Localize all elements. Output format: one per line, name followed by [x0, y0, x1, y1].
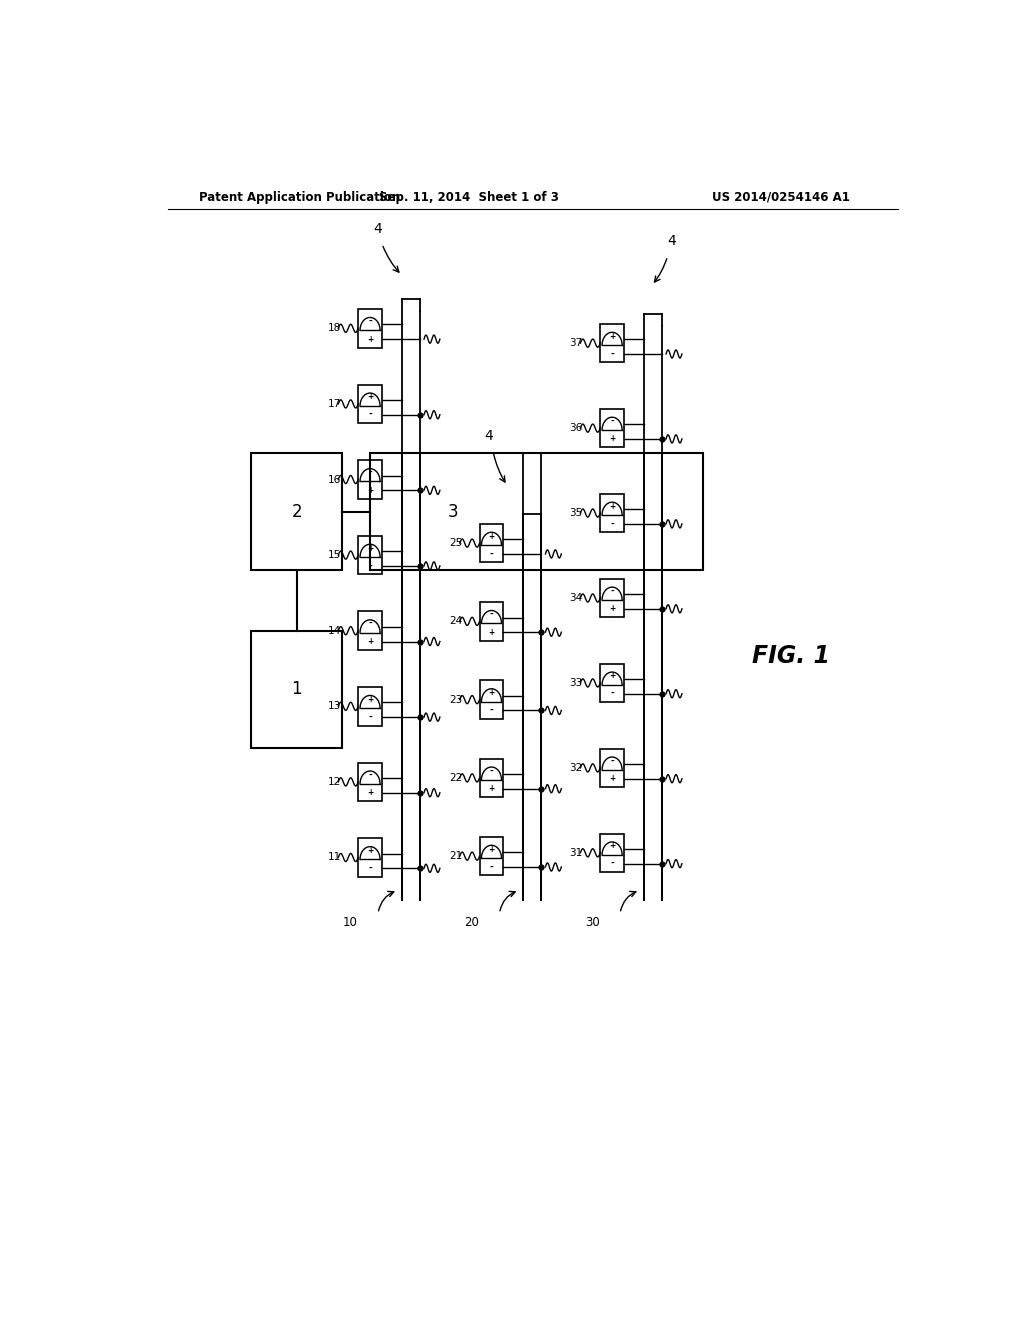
Text: Patent Application Publication: Patent Application Publication — [200, 190, 400, 203]
Bar — [370, 453, 703, 570]
Text: 17: 17 — [328, 399, 341, 409]
Text: -: - — [489, 706, 494, 715]
Text: 37: 37 — [569, 338, 583, 348]
Text: -: - — [369, 317, 372, 326]
Text: -: - — [369, 619, 372, 628]
Bar — [358, 384, 382, 424]
Text: +: + — [609, 775, 615, 783]
Bar — [479, 680, 504, 719]
Bar — [479, 837, 504, 875]
Text: +: + — [367, 335, 373, 343]
Text: +: + — [488, 532, 495, 541]
Text: 4: 4 — [484, 429, 494, 444]
Bar — [358, 461, 382, 499]
Text: +: + — [609, 434, 615, 444]
Text: 2: 2 — [291, 503, 302, 520]
Text: 31: 31 — [569, 847, 583, 858]
Text: 36: 36 — [569, 424, 583, 433]
Text: +: + — [488, 784, 495, 793]
Bar — [600, 494, 624, 532]
Text: -: - — [610, 689, 614, 698]
Bar — [600, 833, 624, 873]
Text: -: - — [369, 561, 372, 570]
Bar — [479, 602, 504, 640]
Text: +: + — [609, 605, 615, 614]
Text: 34: 34 — [569, 593, 583, 603]
Text: -: - — [610, 756, 614, 766]
Text: 13: 13 — [328, 701, 341, 711]
Text: -: - — [369, 863, 372, 873]
Text: -: - — [369, 469, 372, 477]
Text: -: - — [369, 713, 372, 722]
Text: +: + — [609, 502, 615, 511]
Text: 11: 11 — [328, 853, 341, 862]
Text: 32: 32 — [569, 763, 583, 774]
Text: +: + — [609, 331, 615, 341]
Bar — [358, 686, 382, 726]
Text: +: + — [367, 638, 373, 645]
Text: -: - — [610, 417, 614, 425]
Bar — [358, 838, 382, 876]
Text: 22: 22 — [449, 774, 462, 783]
Text: -: - — [489, 549, 494, 558]
Bar — [251, 631, 342, 748]
Text: 33: 33 — [569, 678, 583, 688]
Text: +: + — [367, 788, 373, 797]
Text: +: + — [367, 846, 373, 855]
Text: -: - — [369, 771, 372, 779]
Text: 23: 23 — [449, 694, 462, 705]
Text: 21: 21 — [449, 851, 462, 861]
Text: +: + — [609, 672, 615, 681]
Text: 15: 15 — [328, 550, 341, 560]
Text: +: + — [488, 845, 495, 854]
Bar — [479, 524, 504, 562]
Text: Sep. 11, 2014  Sheet 1 of 3: Sep. 11, 2014 Sheet 1 of 3 — [379, 190, 559, 203]
Bar — [600, 323, 624, 363]
Text: 24: 24 — [449, 616, 462, 627]
Bar — [358, 309, 382, 347]
Text: 12: 12 — [328, 777, 341, 787]
Text: 4: 4 — [374, 222, 382, 236]
Text: -: - — [369, 411, 372, 420]
Bar — [358, 611, 382, 649]
Bar — [600, 409, 624, 447]
Text: FIG. 1: FIG. 1 — [752, 644, 829, 668]
Text: +: + — [609, 841, 615, 850]
Bar — [251, 453, 342, 570]
Text: 30: 30 — [585, 916, 600, 928]
Text: +: + — [367, 544, 373, 553]
Text: -: - — [489, 767, 494, 775]
Text: +: + — [367, 392, 373, 401]
Text: 1: 1 — [291, 681, 302, 698]
Text: -: - — [489, 862, 494, 871]
Bar — [358, 763, 382, 801]
Bar — [600, 664, 624, 702]
Text: 20: 20 — [464, 916, 479, 928]
Text: +: + — [488, 688, 495, 697]
Text: 16: 16 — [328, 474, 341, 484]
Text: -: - — [610, 586, 614, 595]
Bar — [600, 748, 624, 787]
Text: -: - — [610, 350, 614, 359]
Text: +: + — [488, 628, 495, 636]
Bar — [600, 578, 624, 618]
Text: US 2014/0254146 A1: US 2014/0254146 A1 — [713, 190, 850, 203]
Text: 4: 4 — [668, 234, 676, 248]
Text: 18: 18 — [328, 323, 341, 334]
Text: 3: 3 — [449, 503, 459, 520]
Text: -: - — [610, 519, 614, 528]
Text: 35: 35 — [569, 508, 583, 517]
Text: -: - — [489, 610, 494, 619]
Text: -: - — [610, 859, 614, 869]
Text: 25: 25 — [449, 539, 462, 548]
Bar — [358, 536, 382, 574]
Bar — [479, 759, 504, 797]
Text: 10: 10 — [343, 916, 357, 928]
Text: 14: 14 — [328, 626, 341, 636]
Text: +: + — [367, 694, 373, 704]
Text: +: + — [367, 486, 373, 495]
